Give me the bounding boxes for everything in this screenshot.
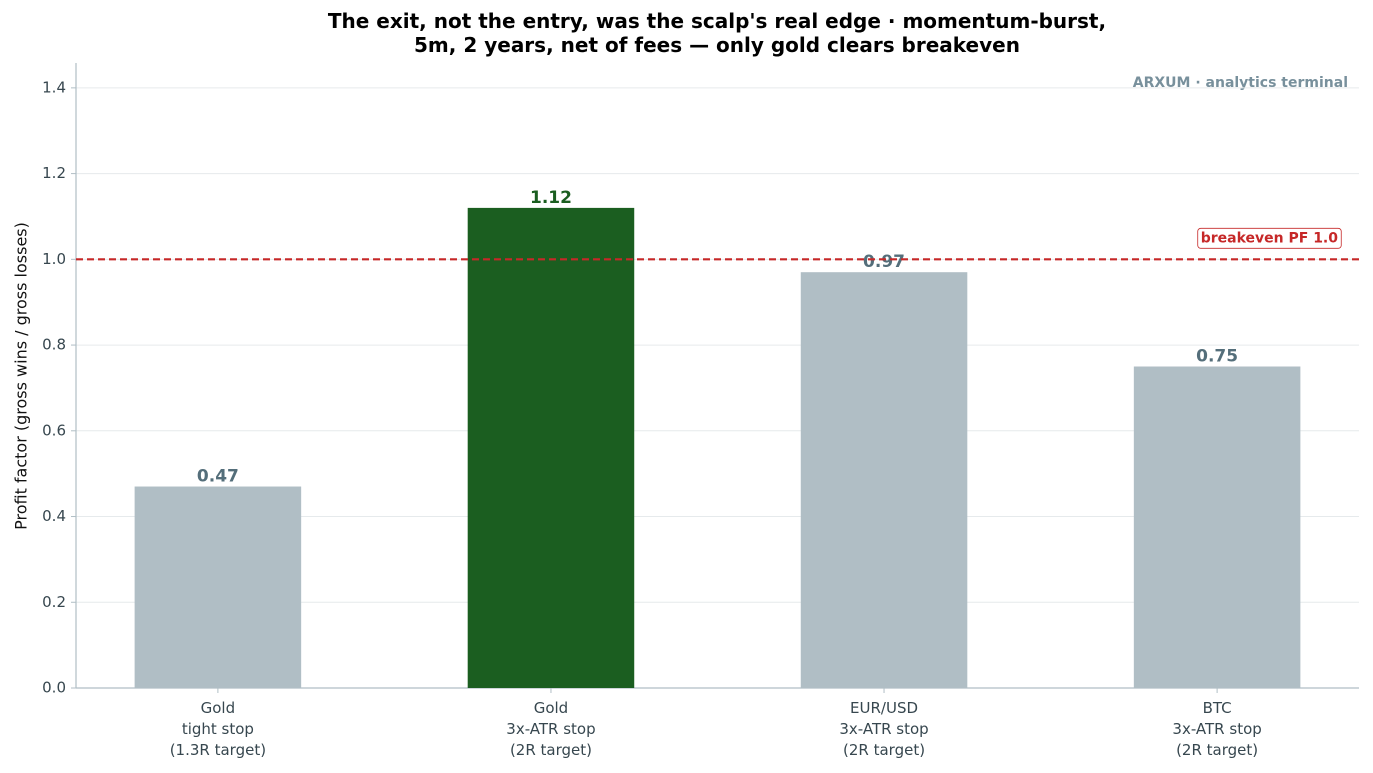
x-tick-label: EUR/USD 3x-ATR stop (2R target) <box>839 699 928 759</box>
x-tick-label: Gold 3x-ATR stop (2R target) <box>506 699 595 759</box>
value-label: 0.97 <box>863 252 905 272</box>
value-label: 0.47 <box>197 467 239 487</box>
bar <box>467 207 635 688</box>
bar <box>134 486 302 688</box>
y-tick-label: 1.4 <box>42 78 66 96</box>
reference-label: breakeven PF 1.0 <box>1201 230 1339 246</box>
y-tick-label: 0.4 <box>42 507 66 525</box>
reference-label-box <box>1197 227 1342 249</box>
bar <box>1133 366 1301 688</box>
y-tick-label: 0.6 <box>42 421 66 439</box>
y-tick-label: 0.2 <box>42 593 66 611</box>
x-tick-label: BTC 3x-ATR stop (2R target) <box>1172 699 1261 759</box>
chart-title: The exit, not the entry, was the scalp's… <box>328 9 1106 57</box>
y-tick-label: 1.2 <box>42 164 66 182</box>
value-label: 0.75 <box>1196 346 1238 366</box>
watermark: ARXUM · analytics terminal <box>1133 75 1348 91</box>
bar <box>800 272 968 688</box>
y-tick-label: 0.0 <box>42 679 66 697</box>
y-tick-label: 1.0 <box>42 250 66 268</box>
value-label: 1.12 <box>530 188 572 208</box>
y-axis-label: Profit factor (gross wins / gross losses… <box>12 222 31 530</box>
x-tick-label: Gold tight stop (1.3R target) <box>170 699 266 759</box>
y-tick-label: 0.8 <box>42 336 66 354</box>
